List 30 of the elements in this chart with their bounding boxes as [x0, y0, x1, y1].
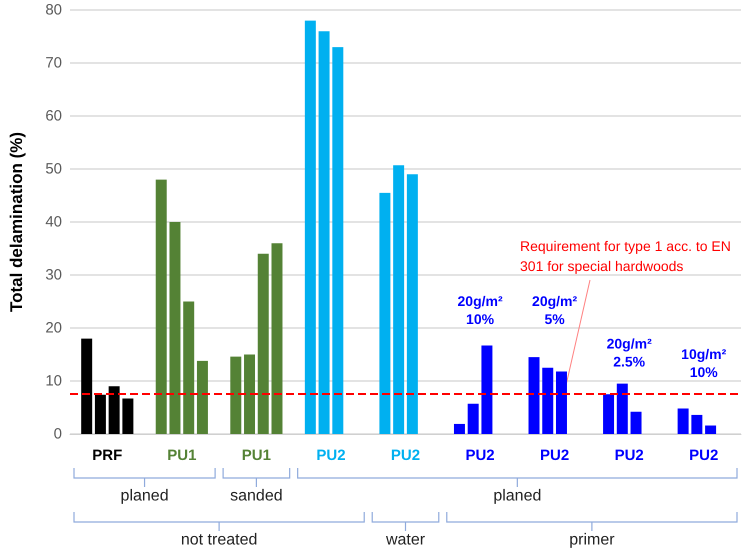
y-tick-label: 0 [54, 426, 62, 442]
annotation: 20g/m² 5% [532, 293, 578, 327]
ref-line-label: Requirement for type 1 acc. to EN 301 for special hardwoods [520, 238, 735, 274]
x-tick-label: PU2 [540, 447, 570, 464]
y-tick-label: 60 [45, 108, 62, 124]
text: not treated [180, 532, 258, 548]
x-tick-label: PU2 [316, 447, 346, 464]
y-tick-label: 10 [45, 372, 62, 390]
x-tick-label: PU2 [614, 447, 644, 464]
x-tick-label: PU1 [167, 447, 196, 464]
y-tick-label: 70 [45, 54, 62, 72]
x-tick-label: PU2 [390, 447, 420, 464]
annotation: 20g/m² 2.5% [606, 335, 652, 370]
y-tick-label: 40 [45, 214, 62, 230]
text: sanded [230, 488, 283, 504]
annotation: 10g/m² 10% [681, 346, 727, 380]
x-tick-label: PU2 [465, 447, 495, 464]
text: planed [493, 488, 542, 504]
y-tick-label: 50 [45, 160, 62, 178]
x-tick-label: PU1 [242, 447, 271, 464]
annotation: 20g/m² 10% [457, 293, 503, 327]
y-tick-label: 20 [45, 320, 62, 336]
y-tick-label: 80 [45, 2, 62, 18]
text: primer [569, 532, 616, 548]
y-axis-title: Total delamination (%) [7, 132, 26, 312]
text: water [384, 532, 426, 548]
x-tick-label: PU2 [689, 447, 718, 464]
y-tick-label: 30 [45, 266, 62, 284]
x-tick-label: PRF [92, 447, 122, 464]
text: planed [120, 488, 169, 504]
